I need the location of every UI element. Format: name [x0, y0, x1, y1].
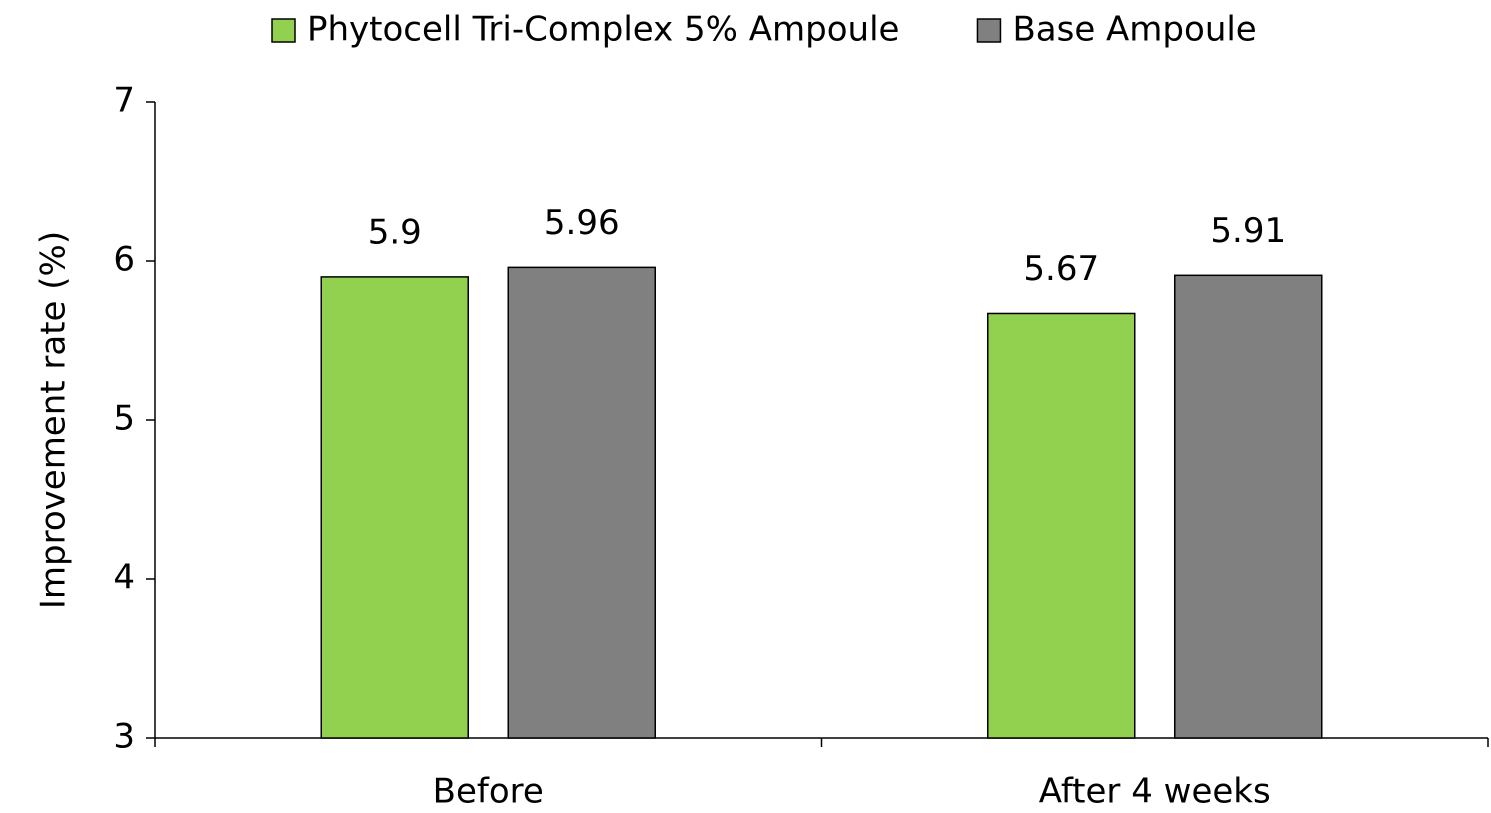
value-label: 5.91: [1210, 211, 1286, 251]
bar: [507, 266, 656, 739]
y-tick-label: 7: [113, 81, 135, 121]
x-tick-label: After 4 weeks: [1039, 772, 1271, 812]
value-label: 5.67: [1023, 249, 1099, 289]
y-tick-label: 4: [113, 558, 135, 598]
y-axis-label: Improvement rate (%): [34, 231, 74, 609]
bar: [987, 312, 1136, 739]
bar: [1174, 274, 1323, 739]
x-tick-label: Before: [433, 772, 544, 812]
value-label: 5.9: [368, 212, 422, 252]
y-tick-label: 6: [113, 240, 135, 280]
y-tick-label: 3: [113, 717, 135, 757]
y-tick-label: 5: [113, 399, 135, 439]
value-label: 5.96: [544, 203, 620, 243]
legend-label: Phytocell Tri-Complex 5% Ampoule: [307, 10, 899, 50]
legend-swatch: [976, 18, 1002, 43]
legend-label: Base Ampoule: [1012, 10, 1256, 50]
bar: [320, 276, 469, 739]
legend-swatch: [271, 18, 296, 43]
